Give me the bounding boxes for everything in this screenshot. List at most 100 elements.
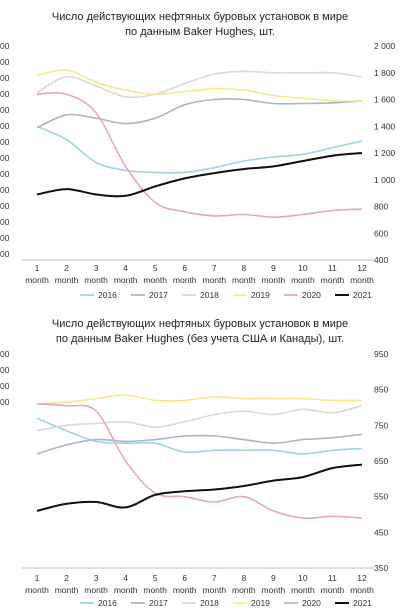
- y-tick-label: 400: [374, 255, 388, 265]
- left-tick-label: 00: [0, 153, 10, 163]
- x-tick-unit-label: month: [114, 275, 138, 285]
- left-tick-label: 00: [0, 41, 10, 51]
- series-line-2019: [36, 69, 363, 102]
- chart-title-line: по данным Baker Hughes, шт.: [125, 26, 275, 38]
- series-line-2018: [36, 404, 363, 432]
- y-tick-label: 650: [374, 456, 388, 466]
- x-tick-unit-label: month: [173, 275, 197, 285]
- x-tick-unit-label: month: [262, 585, 286, 595]
- left-tick-label: 00: [0, 397, 10, 407]
- x-tick-unit-label: month: [143, 275, 167, 285]
- x-tick-label: 5: [153, 263, 158, 273]
- left-tick-label: 00: [0, 169, 10, 179]
- chart-title-line: Число действующих нефтяных буровых устан…: [52, 11, 348, 23]
- x-tick-unit-label: month: [202, 585, 226, 595]
- y-tick-label: 450: [374, 527, 388, 537]
- x-tick-unit-label: month: [262, 275, 286, 285]
- series-line-2021: [36, 152, 363, 198]
- legend-label-2016: 2016: [98, 598, 117, 608]
- x-tick-label: 9: [271, 573, 276, 583]
- series-line-2019: [36, 394, 363, 405]
- x-tick-label: 11: [328, 573, 337, 583]
- y-tick-label: 800: [374, 202, 388, 212]
- y-tick-label: 1 400: [374, 121, 396, 131]
- y-tick-label: 1 600: [374, 95, 396, 105]
- x-tick-unit-label: month: [25, 275, 49, 285]
- series-line-2020: [36, 91, 363, 218]
- chart-title-line: Число действующих нефтяных буровых устан…: [52, 318, 348, 330]
- series-line-2017: [36, 433, 363, 455]
- legend-label-2018: 2018: [200, 290, 219, 300]
- left-tick-label: 00: [0, 217, 10, 227]
- x-tick-label: 2: [64, 263, 69, 273]
- x-tick-label: 11: [328, 263, 337, 273]
- x-tick-unit-label: month: [321, 275, 345, 285]
- x-tick-unit-label: month: [55, 275, 79, 285]
- y-tick-label: 850: [374, 385, 388, 395]
- legend-label-2017: 2017: [149, 290, 168, 300]
- left-tick-label: 00: [0, 105, 10, 115]
- rig-count-ex-us-canada-svg: Число действующих нефтяных буровых устан…: [0, 318, 388, 608]
- legend-label-2021: 2021: [353, 290, 372, 300]
- x-tick-label: 4: [123, 263, 128, 273]
- left-tick-label: 00: [0, 381, 10, 391]
- x-tick-label: 8: [241, 573, 246, 583]
- x-tick-label: 12: [357, 573, 367, 583]
- x-tick-unit-label: month: [291, 275, 315, 285]
- x-tick-unit-label: month: [291, 585, 315, 595]
- y-tick-label: 750: [374, 420, 388, 430]
- left-tick-label: 00: [0, 89, 10, 99]
- x-tick-label: 7: [212, 573, 217, 583]
- x-tick-unit-label: month: [143, 585, 167, 595]
- x-tick-label: 1: [35, 573, 40, 583]
- x-tick-unit-label: month: [84, 275, 108, 285]
- x-tick-label: 3: [94, 573, 99, 583]
- left-tick-label: 00: [0, 137, 10, 147]
- left-tick-label: 00: [0, 349, 10, 359]
- x-tick-unit-label: month: [55, 585, 79, 595]
- x-tick-label: 9: [271, 263, 276, 273]
- legend-label-2019: 2019: [251, 598, 270, 608]
- series-line-2021: [36, 463, 363, 512]
- y-tick-label: 1 800: [374, 68, 396, 78]
- left-tick-label: 00: [0, 185, 10, 195]
- x-tick-unit-label: month: [232, 275, 256, 285]
- rig-count-world-svg: Число действующих нефтяных буровых устан…: [0, 11, 396, 300]
- left-tick-label: 00: [0, 201, 10, 211]
- left-tick-label: 00: [0, 365, 10, 375]
- legend-label-2017: 2017: [149, 598, 168, 608]
- chart-title-line: по данным Baker Hughes (без учета США и …: [56, 333, 344, 345]
- x-tick-label: 4: [123, 573, 128, 583]
- x-tick-label: 8: [241, 263, 246, 273]
- y-tick-label: 950: [374, 349, 388, 359]
- x-tick-unit-label: month: [350, 275, 374, 285]
- series-line-2020: [36, 403, 363, 520]
- x-tick-label: 10: [298, 573, 308, 583]
- legend-label-2016: 2016: [98, 290, 117, 300]
- rig-count-ex-us-canada-chart: Число действующих нефтяных буровых устан…: [0, 312, 413, 613]
- legend-label-2019: 2019: [251, 290, 270, 300]
- legend-label-2021: 2021: [353, 598, 372, 608]
- x-tick-unit-label: month: [173, 585, 197, 595]
- series-line-2016: [36, 125, 363, 174]
- left-tick-label: 00: [0, 121, 10, 131]
- y-tick-label: 550: [374, 492, 388, 502]
- x-tick-label: 12: [357, 263, 367, 273]
- x-tick-unit-label: month: [321, 585, 345, 595]
- x-tick-unit-label: month: [232, 585, 256, 595]
- x-tick-unit-label: month: [114, 585, 138, 595]
- x-tick-label: 6: [182, 263, 187, 273]
- x-tick-label: 7: [212, 263, 217, 273]
- y-tick-label: 2 000: [374, 41, 396, 51]
- x-tick-label: 10: [298, 263, 308, 273]
- legend-label-2018: 2018: [200, 598, 219, 608]
- x-tick-label: 5: [153, 573, 158, 583]
- left-tick-label: 00: [0, 57, 10, 67]
- x-tick-unit-label: month: [84, 585, 108, 595]
- legend-label-2020: 2020: [302, 290, 321, 300]
- left-tick-label: 00: [0, 73, 10, 83]
- x-tick-unit-label: month: [25, 585, 49, 595]
- x-tick-label: 3: [94, 263, 99, 273]
- y-tick-label: 600: [374, 228, 388, 238]
- series-line-2016: [36, 417, 363, 455]
